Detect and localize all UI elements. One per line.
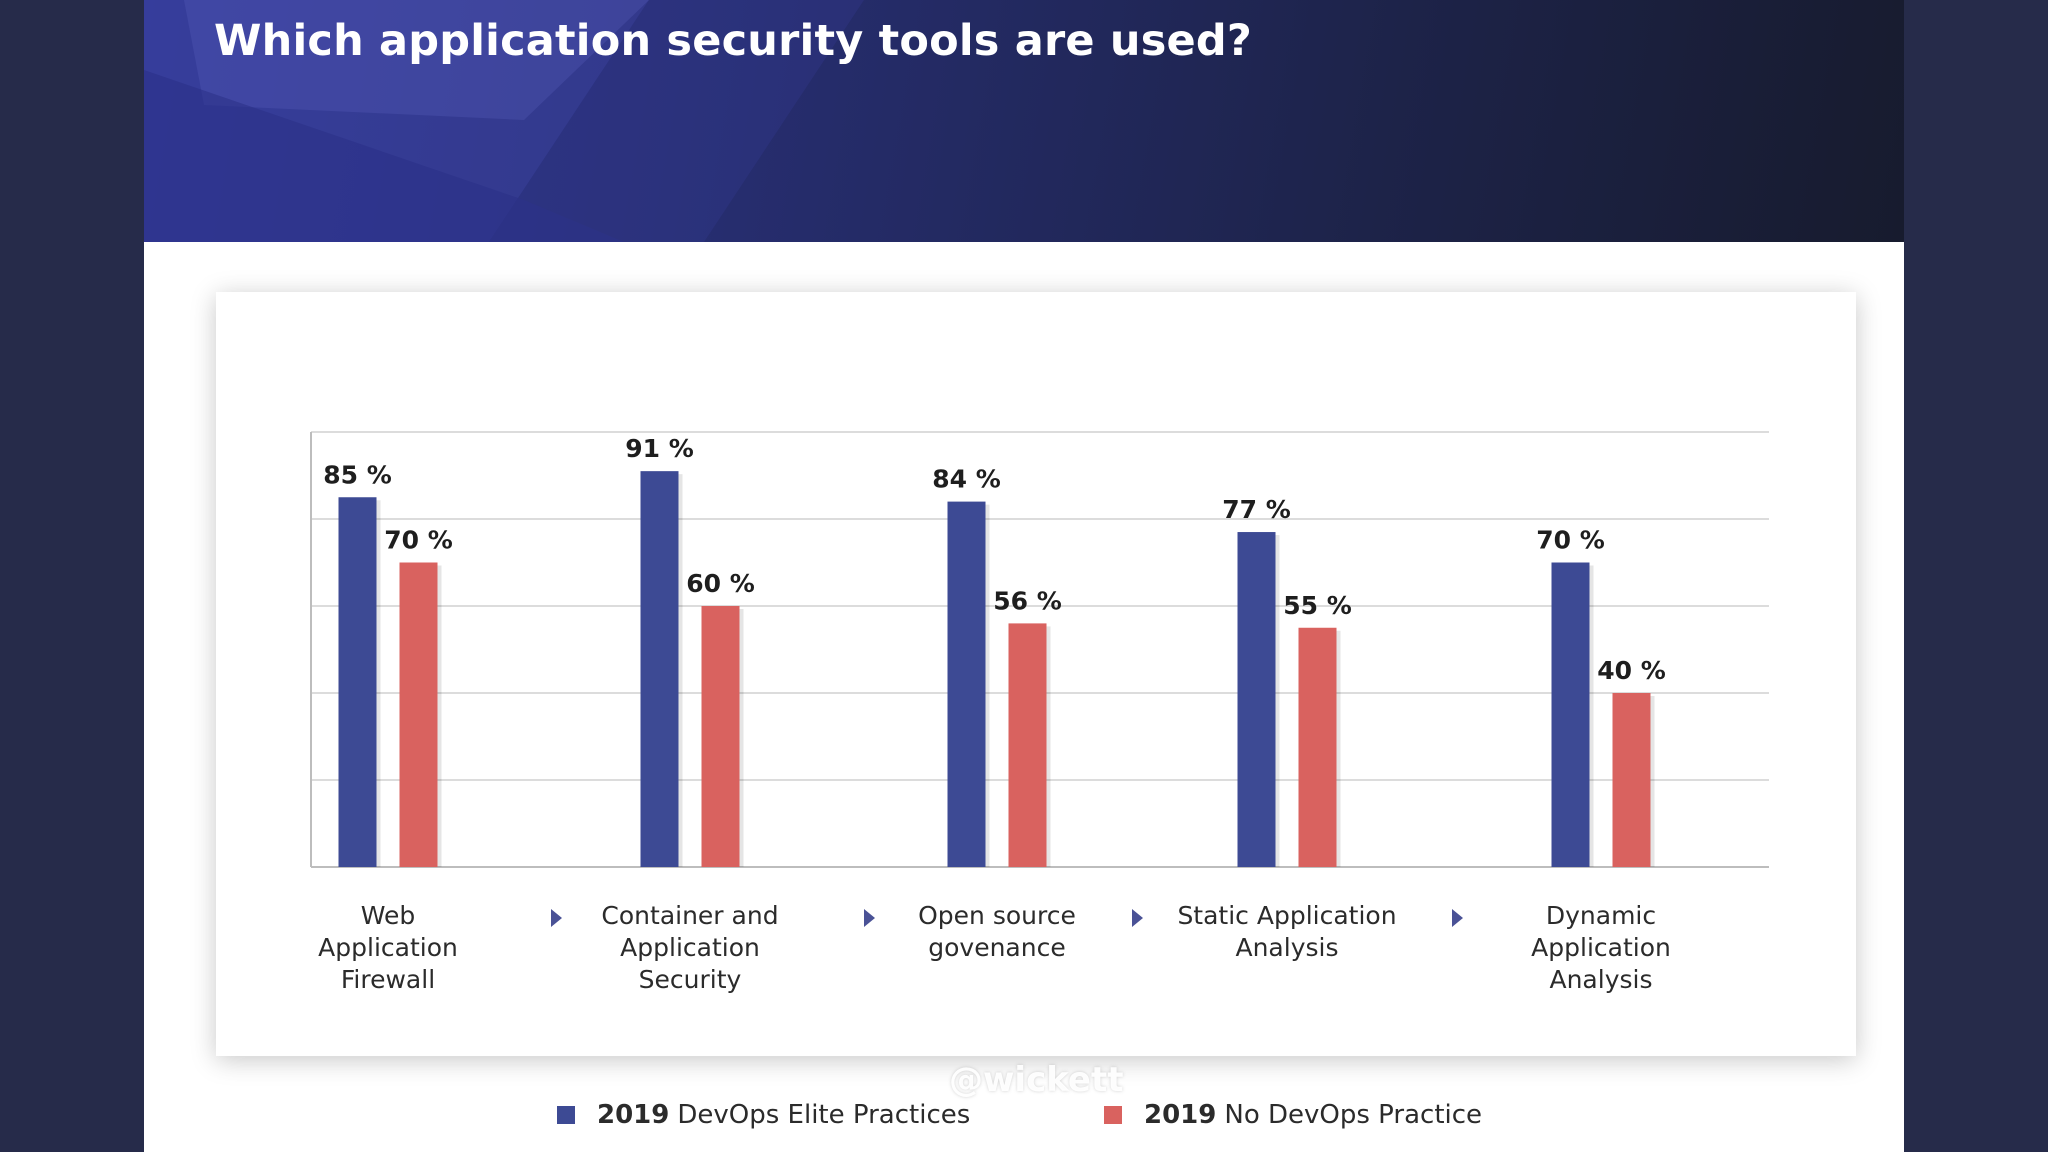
- bar-layer: [338, 471, 1655, 867]
- legend-label: No DevOps Practice: [1224, 1100, 1483, 1130]
- value-label: 70 %: [384, 526, 453, 555]
- header-decoration: [144, 0, 864, 242]
- bar-no-devops-0: [399, 562, 438, 867]
- bar-elite-0: [338, 497, 377, 867]
- chevron-right-icon: [864, 909, 875, 927]
- value-label: 55 %: [1283, 591, 1352, 620]
- chart-card: 85 % 91 % 84 % 77 % 70 % 70 % 60 % 56 % 55 % 40 %…: [216, 292, 1856, 1056]
- chevron-right-icon: [1452, 909, 1463, 927]
- value-label: 84 %: [932, 465, 1001, 494]
- slide: Which application security tools are use…: [144, 0, 1904, 1152]
- value-label: 70 %: [1536, 526, 1605, 555]
- legend-label: DevOps Elite Practices: [677, 1100, 971, 1130]
- bar-chart: 85 % 91 % 84 % 77 % 70 % 70 % 60 % 56 % 55 % 40 %: [310, 431, 1769, 868]
- bar-no-devops-4: [1612, 693, 1651, 867]
- legend-swatch-no-devops: [1104, 1106, 1122, 1124]
- bar-elite-3: [1237, 532, 1276, 867]
- bar-elite-2: [947, 501, 986, 867]
- value-label: 77 %: [1222, 495, 1291, 524]
- category-label: Container and Application Security: [601, 901, 779, 994]
- chevron-right-icon: [551, 909, 562, 927]
- bar-no-devops-3: [1298, 627, 1337, 867]
- value-label: 85 %: [323, 460, 392, 489]
- bar-elite-4: [1551, 562, 1590, 867]
- header-banner: Which application security tools are use…: [144, 0, 1904, 242]
- category-label: Web Application Firewall: [318, 901, 458, 994]
- bar-no-devops-1: [701, 606, 740, 867]
- value-label: 56 %: [993, 586, 1062, 615]
- legend-item-elite: 2019 DevOps Elite Practices: [557, 1100, 970, 1130]
- chevron-right-icon: [1132, 909, 1143, 927]
- value-label: 91 %: [625, 434, 694, 463]
- legend-year: 2019: [597, 1100, 670, 1130]
- value-label-layer: 85 % 91 % 84 % 77 % 70 % 70 % 60 % 56 % 55 % 40 %: [323, 434, 1666, 685]
- legend-item-no-devops: 2019 No DevOps Practice: [1104, 1100, 1482, 1130]
- bar-elite-1: [640, 471, 679, 867]
- category-label: Dynamic Application Analysis: [1531, 901, 1671, 994]
- watermark: @wickett: [949, 1060, 1124, 1100]
- legend: 2019 DevOps Elite Practices 2019 No DevO…: [144, 1100, 1904, 1140]
- legend-swatch-elite: [557, 1106, 575, 1124]
- category-label: Open source govenance: [918, 901, 1076, 962]
- legend-year: 2019: [1144, 1100, 1217, 1130]
- value-label: 60 %: [686, 569, 755, 598]
- page-title: Which application security tools are use…: [214, 16, 1252, 66]
- value-label: 40 %: [1597, 656, 1666, 685]
- category-label: Static Application Analysis: [1177, 901, 1397, 962]
- bar-no-devops-2: [1008, 623, 1047, 867]
